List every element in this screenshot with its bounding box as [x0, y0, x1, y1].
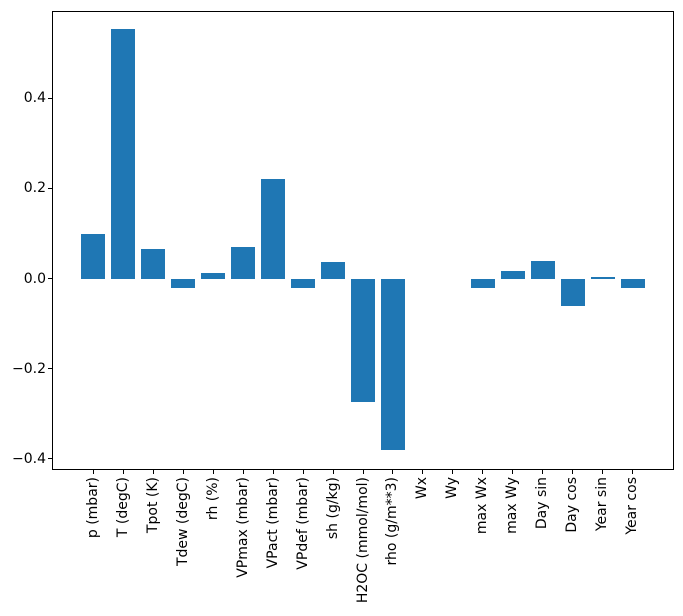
x-tick-label: max Wx [474, 477, 491, 535]
x-tick-label: Tdew (degC) [174, 477, 191, 567]
bar-rh [201, 272, 226, 279]
x-tick-label: Day sin [534, 477, 551, 530]
x-tick-label: rh (%) [204, 477, 221, 521]
bar-h2oc-mmol-mol [351, 278, 375, 402]
bar-tdew-degc [171, 278, 196, 288]
x-tick-label: max Wy [504, 477, 521, 534]
bar-tpot-k [141, 249, 166, 279]
bar-day-cos [560, 278, 585, 306]
bar-max-wy [500, 271, 525, 279]
y-tick-label: −0.2 [12, 360, 46, 377]
y-tick-mark [48, 97, 52, 99]
y-tick-label: 0.4 [23, 90, 46, 107]
x-tick-label: p (mbar) [84, 477, 101, 539]
x-tick-mark [602, 470, 604, 474]
x-tick-mark [542, 470, 544, 474]
x-tick-mark [512, 470, 514, 474]
x-tick-label: Wy [444, 477, 461, 499]
y-tick-label: 0.0 [23, 270, 46, 287]
x-tick-label: T (degC) [114, 477, 131, 538]
x-tick-label: VPmax (mbar) [234, 477, 251, 578]
x-tick-mark [632, 470, 634, 474]
bar-sh-g-kg [321, 262, 345, 279]
x-tick-mark [152, 470, 154, 474]
x-tick-mark [392, 470, 394, 474]
y-tick-mark [48, 368, 52, 370]
x-tick-label: Year cos [624, 477, 641, 535]
y-tick-mark [48, 187, 52, 189]
x-tick-label: sh (g/kg) [324, 477, 341, 540]
x-tick-label: Day cos [564, 477, 581, 533]
x-tick-mark [332, 470, 334, 474]
x-tick-mark [452, 470, 454, 474]
x-tick-label: VPact (mbar) [264, 477, 281, 569]
bar-vpmax-mbar [231, 247, 256, 279]
bar-p-mbar [81, 233, 106, 279]
x-tick-label: rho (g/m**3) [384, 477, 401, 566]
x-tick-mark [422, 470, 424, 474]
x-tick-mark [182, 470, 184, 474]
y-tick-mark [48, 458, 52, 460]
y-tick-label: −0.4 [12, 450, 46, 467]
bar-year-sin [590, 276, 615, 279]
x-tick-mark [572, 470, 574, 474]
x-tick-mark [302, 470, 304, 474]
x-tick-label: Tpot (K) [144, 477, 161, 534]
bar-vpact-mbar [261, 179, 286, 279]
x-tick-mark [272, 470, 274, 474]
x-tick-label: Year sin [594, 477, 611, 532]
bar-max-wx [470, 278, 495, 288]
x-tick-label: Wx [414, 477, 431, 500]
x-tick-mark [92, 470, 94, 474]
y-tick-mark [48, 278, 52, 280]
x-tick-mark [362, 470, 364, 474]
plot-area [52, 11, 674, 470]
bar-vpdef-mbar [291, 278, 316, 289]
bar-year-cos [620, 278, 645, 288]
x-tick-mark [212, 470, 214, 474]
bar-day-sin [530, 260, 555, 279]
x-tick-mark [482, 470, 484, 474]
x-tick-label: VPdef (mbar) [294, 477, 311, 570]
bar-t-degc [111, 28, 136, 279]
x-tick-label: H2OC (mmol/mol) [354, 477, 371, 604]
bar-rho-g-m-3 [380, 278, 405, 451]
x-tick-mark [242, 470, 244, 474]
y-tick-label: 0.2 [23, 180, 46, 197]
x-tick-mark [122, 470, 124, 474]
